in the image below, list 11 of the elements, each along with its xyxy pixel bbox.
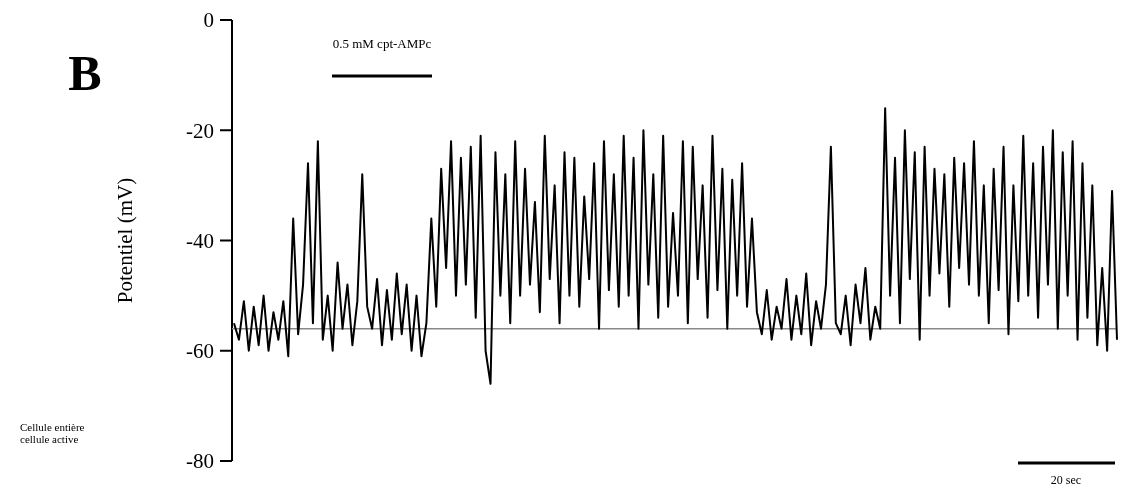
y-tick-label: -20: [186, 118, 214, 143]
y-axis-title: Potentiel (mV): [113, 177, 137, 304]
text: 20 sec: [1050, 473, 1082, 487]
y-tick-label: -80: [186, 449, 214, 474]
y-tick-label: -60: [186, 339, 214, 364]
text: B: [68, 45, 102, 101]
text: Cellule entière: [20, 421, 85, 433]
annotation: 0.5 mM cpt-AMPc: [332, 36, 432, 51]
y-tick-label: 0: [203, 8, 214, 33]
y-tick-label: -40: [186, 228, 214, 253]
text: cellule active: [20, 433, 79, 445]
